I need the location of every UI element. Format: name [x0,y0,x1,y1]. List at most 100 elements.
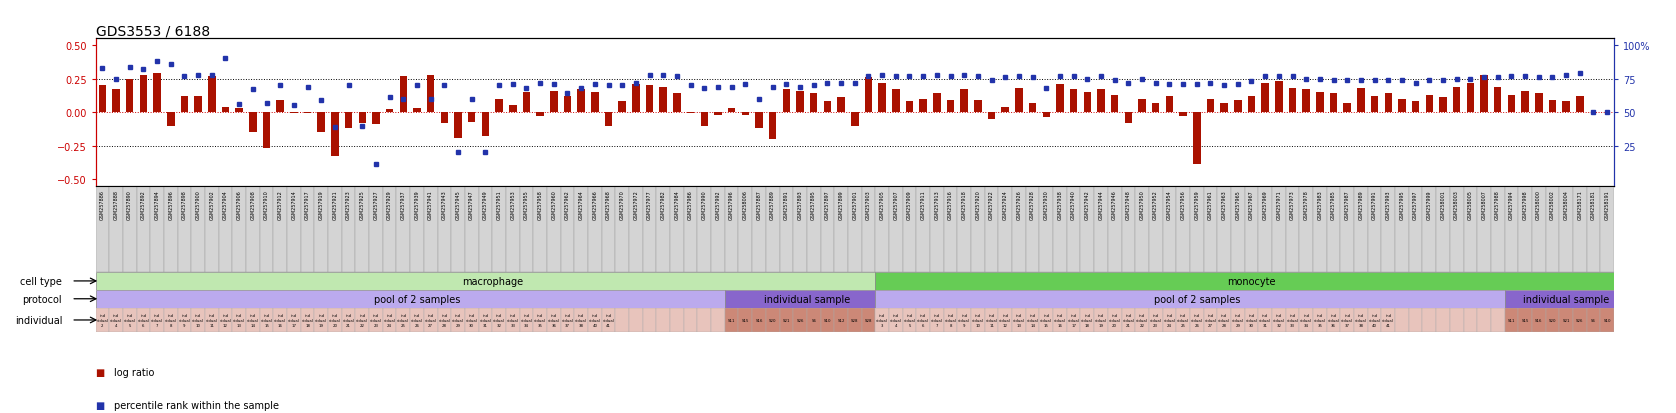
Bar [1344,104,1351,113]
Bar [835,186,848,272]
Text: GSM257921: GSM257921 [332,190,337,220]
Bar [905,102,913,113]
Text: GSM257992: GSM257992 [716,190,721,219]
Bar [1193,113,1200,165]
Text: S15: S15 [1522,318,1529,322]
Bar [1368,186,1381,272]
Bar [287,308,300,332]
Text: GSM257907: GSM257907 [893,190,898,220]
Bar [1016,89,1022,113]
Text: pool of 2 samples: pool of 2 samples [374,294,461,304]
Text: ind
vidual
38: ind vidual 38 [575,313,587,327]
Text: ind
vidual
34: ind vidual 34 [1301,313,1312,327]
Bar [424,308,437,332]
Bar [1410,186,1423,272]
Bar [122,186,136,272]
Text: GSM257909: GSM257909 [907,190,912,219]
Bar [985,308,999,332]
Bar [724,308,739,332]
Text: GSM258006: GSM258006 [742,190,747,220]
Bar [273,186,287,272]
Bar [1453,88,1460,113]
Bar [315,308,328,332]
Text: ind
vidual
15: ind vidual 15 [260,313,273,327]
Bar [1518,308,1532,332]
Text: ind
vidual
36: ind vidual 36 [1327,313,1339,327]
Bar [246,308,260,332]
Bar [848,308,861,332]
Bar [1436,186,1450,272]
Text: ind
vidual
27: ind vidual 27 [1205,313,1217,327]
Bar [835,308,848,332]
Bar [714,113,722,116]
Bar [1012,308,1026,332]
Bar [1549,101,1557,113]
Bar [1575,97,1584,113]
Text: log ratio: log ratio [114,367,154,377]
Text: GSM258171: GSM258171 [1577,190,1582,220]
Text: GSM257906: GSM257906 [236,190,241,220]
Text: S26: S26 [1575,318,1584,322]
Text: S16: S16 [1535,318,1542,322]
Text: ind
vidual
29: ind vidual 29 [1232,313,1244,327]
Text: GSM257941: GSM257941 [427,190,432,220]
Bar [153,74,161,113]
Text: GSM257914: GSM257914 [292,190,297,220]
Bar [454,113,463,138]
Text: GSM257977: GSM257977 [647,190,652,220]
Text: GSM257898: GSM257898 [183,190,188,220]
Bar [987,113,996,119]
Bar [806,186,821,272]
Bar [1574,308,1587,332]
Text: S26: S26 [796,318,804,322]
Bar [1587,308,1601,332]
Bar [697,186,711,272]
Text: GSM258191: GSM258191 [1604,190,1609,220]
Bar [1505,290,1614,308]
Text: ind
vidual
26: ind vidual 26 [1192,313,1203,327]
Bar [273,308,287,332]
Text: GSM257890: GSM257890 [127,190,132,220]
Text: ■: ■ [96,367,106,377]
Bar [1329,94,1337,113]
Text: ind
vidual
5: ind vidual 5 [124,313,136,327]
Bar [615,308,628,332]
Bar [1094,186,1108,272]
Bar [204,308,218,332]
Text: GSM257919: GSM257919 [318,190,323,219]
Text: GSM257901: GSM257901 [853,190,856,220]
Bar [520,186,533,272]
Bar [96,186,109,272]
Bar [1316,93,1324,113]
Text: GSM257963: GSM257963 [1222,190,1227,220]
Text: ind
vidual
18: ind vidual 18 [1081,313,1093,327]
Text: GSM257900: GSM257900 [196,190,201,220]
Bar [164,308,178,332]
Bar [1302,90,1311,113]
Text: GSM257886: GSM257886 [101,190,106,220]
Bar [218,186,233,272]
Text: ind
vidual
37: ind vidual 37 [561,313,573,327]
Bar [1601,186,1614,272]
Bar [1108,186,1121,272]
Bar [561,308,575,332]
Text: ind
vidual
17: ind vidual 17 [1068,313,1079,327]
Bar [233,186,246,272]
Bar [1247,97,1255,113]
Bar [1505,186,1518,272]
Bar [1559,186,1574,272]
Bar [1272,186,1285,272]
Bar [191,186,204,272]
Text: GSM257983: GSM257983 [1317,190,1322,220]
Text: ind
vidual
20: ind vidual 20 [328,313,340,327]
Bar [1148,308,1163,332]
Text: ind
vidual
35: ind vidual 35 [1314,313,1326,327]
Bar [769,113,776,140]
Bar [670,308,684,332]
Bar [1587,186,1601,272]
Bar [1094,308,1108,332]
Bar [1230,308,1245,332]
Text: individual sample: individual sample [1523,294,1609,304]
Bar [753,308,766,332]
Bar [1165,97,1173,113]
